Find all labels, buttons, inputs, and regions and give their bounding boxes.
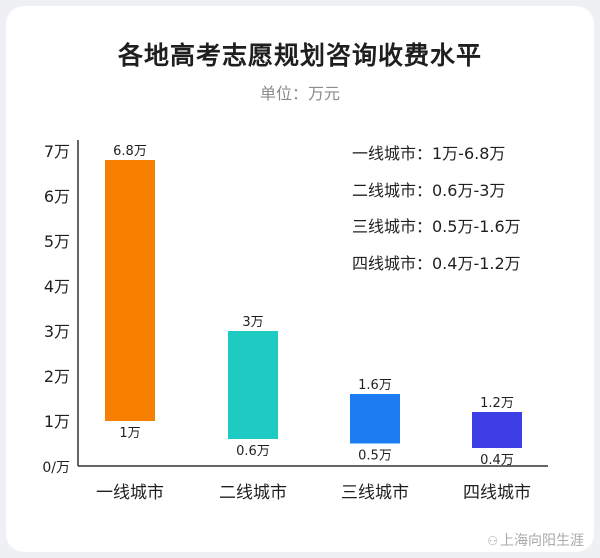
bar-high-label-4: 1.2万	[480, 396, 514, 411]
chart-card	[6, 6, 594, 552]
x-tick-label-4: 四线城市	[463, 483, 531, 503]
bar-1	[105, 160, 155, 421]
legend-line-tier2: 二线城市：0.6万-3万	[352, 180, 506, 200]
x-tick-label-2: 二线城市	[219, 483, 287, 503]
wechat-icon: ⚇	[487, 534, 498, 548]
x-tick-label-1: 一线城市	[96, 483, 164, 503]
y-tick-label-2: 2万	[44, 367, 70, 386]
bar-3	[350, 394, 400, 444]
bar-high-label-1: 6.8万	[113, 144, 147, 159]
bar-4	[472, 412, 522, 448]
legend-line-tier3: 三线城市：0.5万-1.6万	[352, 217, 521, 236]
watermark-text: 上海向阳生涯	[500, 533, 584, 549]
y-tick-label-3: 3万	[44, 322, 70, 341]
legend-line-tier4: 四线城市：0.4万-1.2万	[352, 253, 521, 273]
y-tick-label-4: 4万	[44, 277, 70, 296]
legend-line-tier1: 一线城市：1万-6.8万	[352, 144, 506, 163]
bar-low-label-1: 1万	[119, 426, 140, 441]
bar-low-label-3: 0.5万	[358, 449, 392, 464]
bar-low-label-4: 0.4万	[480, 453, 514, 468]
y-tick-label-5: 5万	[44, 232, 70, 251]
y-tick-label-6: 6万	[44, 187, 70, 206]
x-tick-label-3: 三线城市	[341, 483, 409, 503]
y-tick-label-0: 0/万	[42, 460, 70, 476]
watermark: ⚇ 上海向阳生涯	[487, 530, 584, 550]
bar-low-label-2: 0.6万	[236, 444, 270, 459]
y-tick-label-7: 7万	[44, 142, 70, 161]
range-legend: 一线城市：1万-6.8万 二线城市：0.6万-3万 三线城市：0.5万-1.6万…	[352, 142, 592, 288]
chart-title: 各地高考志愿规划咨询收费水平	[117, 41, 482, 70]
bar-2	[228, 331, 278, 439]
bar-high-label-3: 1.6万	[358, 378, 392, 393]
bar-high-label-2: 3万	[242, 315, 263, 330]
y-tick-label-1: 1万	[44, 412, 70, 431]
chart-subtitle: 单位：万元	[259, 84, 340, 103]
